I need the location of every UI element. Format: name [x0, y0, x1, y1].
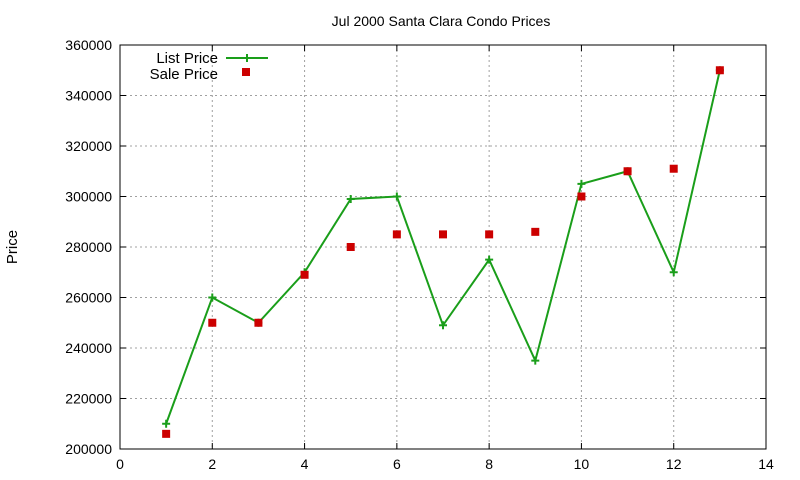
legend-marker — [243, 54, 251, 62]
sale-price-point — [577, 192, 586, 201]
sale-price-point — [254, 318, 263, 327]
y-tick-label: 340000 — [65, 88, 112, 104]
sale-price-point — [439, 230, 447, 239]
x-tick-label: 14 — [758, 456, 774, 472]
sale-price-point — [485, 230, 494, 239]
x-tick-label: 6 — [393, 456, 401, 472]
x-tick-label: 8 — [485, 456, 493, 472]
y-axis-label: Price — [4, 230, 21, 264]
y-tick-label: 200000 — [65, 441, 112, 457]
x-tick-label: 2 — [208, 456, 216, 472]
sale-price-point — [715, 66, 724, 75]
sale-price-point — [392, 230, 401, 239]
x-tick-label: 4 — [301, 456, 309, 472]
sale-price-point — [346, 243, 355, 251]
x-tick-label: 12 — [666, 456, 682, 472]
sale-price-point — [623, 167, 632, 176]
y-tick-label: 280000 — [65, 239, 112, 255]
sale-price-point — [531, 227, 540, 236]
series-1 — [162, 66, 724, 438]
y-tick-label: 320000 — [65, 138, 112, 154]
list-price-point — [439, 321, 447, 330]
y-tick-label: 220000 — [65, 391, 112, 407]
list-price-point — [392, 192, 401, 201]
y-tick-label: 300000 — [65, 189, 112, 205]
grid-lines — [120, 45, 766, 449]
list-price-point — [162, 419, 171, 428]
x-tick-label: 10 — [574, 456, 590, 472]
sale-price-point — [162, 429, 171, 438]
chart-title: Jul 2000 Santa Clara Condo Prices — [332, 13, 551, 29]
legend-label: Sale Price — [150, 66, 218, 83]
list-price-point — [485, 255, 494, 264]
y-tick-label: 360000 — [65, 37, 112, 53]
list-price-point — [208, 293, 217, 302]
y-tick-label: 240000 — [65, 340, 112, 356]
list-price-point — [531, 356, 540, 365]
sale-price-point — [669, 164, 678, 173]
plot-series — [162, 66, 724, 438]
legend-marker — [242, 68, 250, 76]
legend-label: List Price — [156, 50, 218, 67]
plot-border — [119, 44, 767, 450]
y-tick-label: 260000 — [65, 290, 112, 306]
list-price-point — [669, 268, 678, 277]
x-tick-label: 0 — [116, 456, 124, 472]
sale-price-point — [208, 318, 217, 327]
list-price-point — [346, 195, 355, 204]
axis-ticks: 0 2 4 6 8 10 12 14 200000 220000 240000 260000 28000… — [65, 37, 774, 472]
sale-price-point — [300, 270, 309, 279]
list-price-point — [577, 179, 586, 188]
